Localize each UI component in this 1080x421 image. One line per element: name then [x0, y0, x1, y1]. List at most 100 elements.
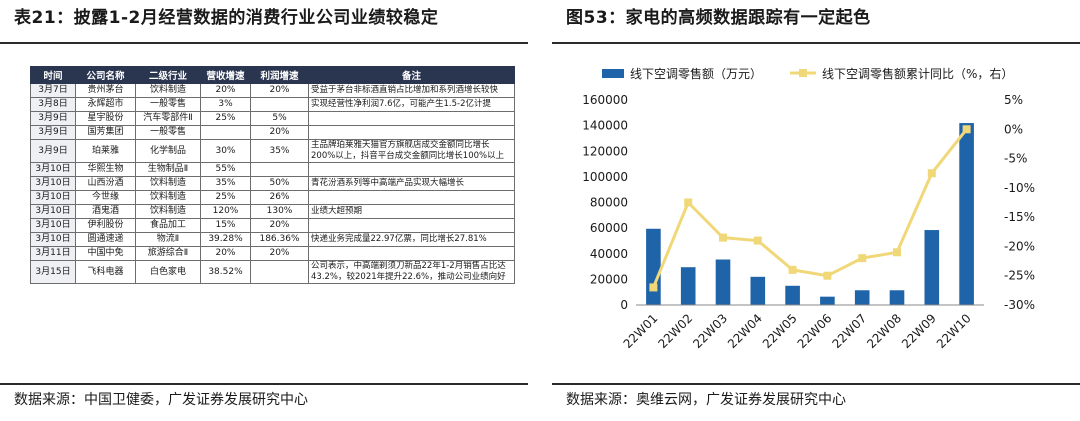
- y-left-tick-label: 0: [620, 298, 628, 312]
- y-right-tick-label: -5%: [1004, 152, 1027, 166]
- chart-svg: 线下空调零售额（万元） 线下空调零售额累计同比（%，右） 0 20000 40000 60…: [582, 66, 1035, 351]
- x-tick-label: 22W03: [690, 311, 730, 351]
- header-industry: 二级行业: [135, 66, 201, 84]
- table-row: 3月15日 飞科电器 白色家电 38.52% 公司表示，中高端剃须刀新品22年1-2月销…: [30, 260, 515, 284]
- line-point: [788, 265, 797, 274]
- cell-industry: 饮料制造: [135, 190, 201, 205]
- table-row: 3月10日 今世缘 饮料制造 25% 26%: [30, 190, 515, 205]
- cell-revenue-growth: 30%: [200, 139, 251, 163]
- cell-note: 快递业务完成量22.97亿票，同比增长27.81%: [308, 232, 515, 247]
- cell-industry: 白色家电: [135, 260, 201, 284]
- cell-date: 3月10日: [30, 204, 76, 219]
- table-row: 3月9日 国芳集团 一般零售 20%: [30, 125, 515, 140]
- cell-note: [308, 125, 515, 140]
- y-left-tick-label: 160000: [582, 93, 628, 107]
- cell-revenue-growth: 15%: [200, 218, 251, 233]
- cell-company: 今世缘: [75, 190, 136, 205]
- source-rule: [0, 383, 528, 385]
- line-point: [649, 283, 658, 292]
- y-left-tick-label: 40000: [590, 247, 628, 261]
- cell-company: 中国中免: [75, 246, 136, 261]
- chart-title: 图53：家电的高频数据跟踪有一定起色: [566, 8, 871, 28]
- cell-date: 3月7日: [30, 83, 76, 98]
- y-right-tick-label: -25%: [1004, 269, 1035, 283]
- cell-note: [308, 190, 515, 205]
- y-right-tick-label: -15%: [1004, 210, 1035, 224]
- cell-industry: 旅游综合Ⅱ: [135, 246, 201, 261]
- title-rule: [0, 42, 528, 44]
- cell-profit-growth: [250, 162, 309, 177]
- cell-industry: 一般零售: [135, 125, 201, 140]
- cell-industry: 物流Ⅱ: [135, 232, 201, 247]
- x-tick-label: 22W09: [899, 311, 939, 351]
- bar: [750, 276, 766, 305]
- table-row: 3月9日 星宇股份 汽车零部件Ⅱ 25% 5%: [30, 111, 515, 126]
- cell-profit-growth: 5%: [250, 111, 309, 126]
- y-right-tick-label: 0%: [1004, 122, 1023, 136]
- performance-table: 时间 公司名称 二级行业 营收增速 利润增速 备注 3月7日 贵州茅台 饮料制造 20…: [30, 66, 515, 284]
- cell-industry: 饮料制造: [135, 83, 201, 98]
- cell-profit-growth: 20%: [250, 218, 309, 233]
- cell-industry: 饮料制造: [135, 176, 201, 191]
- x-tick-label: 22W01: [621, 311, 661, 351]
- cell-industry: 汽车零部件Ⅱ: [135, 111, 201, 126]
- cell-note: 主品牌珀莱雅天猫官方旗舰店成交金额同比增长200%以上，抖音平台成交金额同比增长…: [308, 139, 515, 163]
- cell-revenue-growth: 120%: [200, 204, 251, 219]
- chart-title-rule: [552, 42, 1080, 44]
- cell-revenue-growth: 3%: [200, 97, 251, 112]
- cell-revenue-growth: 20%: [200, 83, 251, 98]
- cell-company: 珀莱雅: [75, 139, 136, 163]
- table-row: 3月10日 圆通速递 物流Ⅱ 39.28% 186.36% 快递业务完成量22.97亿票，…: [30, 232, 515, 247]
- x-tick-label: 22W07: [829, 311, 869, 351]
- legend-bar-label: 线下空调零售额（万元）: [630, 66, 762, 81]
- y-left-tick-label: 100000: [582, 170, 628, 184]
- x-tick-label: 22W02: [655, 311, 695, 351]
- header-note: 备注: [308, 66, 515, 84]
- table-row: 3月9日 珀莱雅 化学制品 30% 35% 主品牌珀莱雅天猫官方旗舰店成交金额同比增长20…: [30, 139, 515, 163]
- cell-company: 飞科电器: [75, 260, 136, 284]
- y-left-tick-label: 60000: [590, 221, 628, 235]
- header-revenue-growth: 营收增速: [200, 66, 251, 84]
- left-panel: 表21：披露1-2月经营数据的消费行业公司业绩较稳定 时间 公司名称 二级行业 …: [0, 0, 528, 408]
- legend-bar-swatch: [602, 69, 624, 78]
- cell-company: 酒鬼酒: [75, 204, 136, 219]
- cell-date: 3月8日: [30, 97, 76, 112]
- bar: [680, 267, 696, 305]
- cell-date: 3月9日: [30, 111, 76, 126]
- cell-date: 3月10日: [30, 176, 76, 191]
- line-point: [753, 236, 762, 245]
- legend-line-label: 线下空调零售额累计同比（%，右）: [822, 66, 1013, 81]
- y-right-tick-label: -20%: [1004, 239, 1035, 253]
- table-container: 时间 公司名称 二级行业 营收增速 利润增速 备注 3月7日 贵州茅台 饮料制造 20…: [30, 66, 515, 284]
- bar: [646, 228, 661, 305]
- cell-company: 华熙生物: [75, 162, 136, 177]
- header-date: 时间: [30, 66, 76, 84]
- cell-profit-growth: 20%: [250, 125, 309, 140]
- cell-note: 实现经营性净利润7.6亿，可能产生1.5-2亿计提: [308, 97, 515, 112]
- y-left-tick-label: 80000: [590, 196, 628, 210]
- x-tick-label: 22W10: [934, 311, 974, 351]
- cell-profit-growth: 26%: [250, 190, 309, 205]
- bar: [715, 259, 731, 305]
- table-title: 表21：披露1-2月经营数据的消费行业公司业绩较稳定: [14, 8, 439, 28]
- table-row: 3月8日 永辉超市 一般零售 3% 实现经营性净利润7.6亿，可能产生1.5-2亿计提: [30, 97, 515, 112]
- y-left-tick-label: 20000: [590, 272, 628, 286]
- cell-industry: 生物制品Ⅱ: [135, 162, 201, 177]
- cell-company: 星宇股份: [75, 111, 136, 126]
- line-point: [962, 125, 971, 134]
- cell-date: 3月9日: [30, 125, 76, 140]
- cell-revenue-growth: 35%: [200, 176, 251, 191]
- cell-date: 3月15日: [30, 260, 76, 284]
- bar: [820, 296, 835, 305]
- cell-industry: 化学制品: [135, 139, 201, 163]
- line-point: [893, 248, 901, 257]
- cell-date: 3月10日: [30, 232, 76, 247]
- y-left-tick-label: 140000: [582, 119, 628, 133]
- cell-note: 业绩大超预期: [308, 204, 515, 219]
- bar: [959, 123, 974, 305]
- x-tick-label: 22W05: [760, 311, 800, 351]
- table-header-row: 时间 公司名称 二级行业 营收增速 利润增速 备注: [30, 66, 515, 84]
- cell-industry: 一般零售: [135, 97, 201, 112]
- cell-date: 3月9日: [30, 139, 76, 163]
- cell-profit-growth: 130%: [250, 204, 309, 219]
